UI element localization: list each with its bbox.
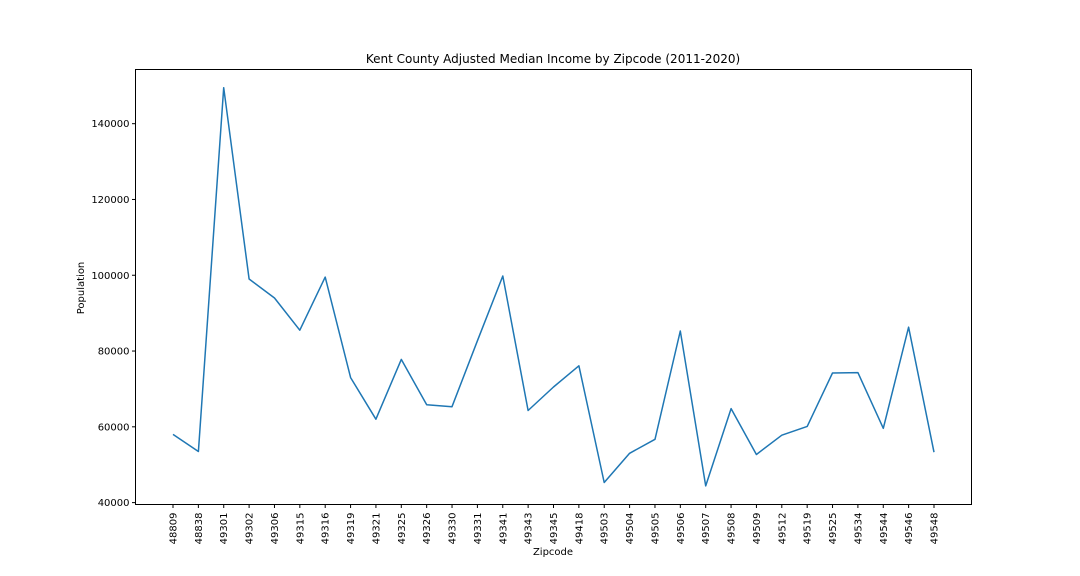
x-tick-label: 49326 (422, 513, 433, 545)
plot-area: 40000 60000 80000 100000 120000 140000 48809 48… (91, 86, 941, 545)
x-tick-label: 49544 (879, 513, 890, 545)
chart-title: Kent County Adjusted Median Income by Zi… (366, 52, 740, 66)
x-tick-label: 49319 (346, 513, 357, 545)
x-axis-label: Zipcode (533, 547, 573, 558)
x-tick-label: 49325 (397, 513, 408, 545)
x-tick-label: 49525 (828, 513, 839, 545)
y-tick-label: 80000 (98, 347, 130, 358)
x-tick-label: 49345 (549, 513, 560, 545)
y-tick-label: 100000 (91, 271, 129, 282)
x-tick-label: 49306 (270, 513, 281, 545)
x-tick-label: 49504 (625, 513, 636, 545)
x-tick-label: 49331 (473, 513, 484, 545)
x-tick-label: 49315 (295, 513, 306, 545)
x-tick-label: 49507 (701, 513, 712, 545)
x-tick-label: 49418 (574, 513, 585, 545)
y-tick-label: 40000 (98, 498, 130, 509)
x-tick-label: 49509 (752, 513, 763, 545)
series-line (172, 86, 935, 487)
x-tick-label: 49506 (676, 513, 687, 545)
x-tick-label: 49316 (321, 513, 332, 545)
axes-frame (135, 69, 972, 505)
x-tick-label: 49519 (803, 513, 814, 545)
y-axis-label: Population (76, 262, 87, 315)
x-tick-label: 48838 (194, 513, 205, 545)
y-tick-label: 60000 (98, 422, 130, 433)
x-tick-label: 49534 (853, 513, 864, 545)
x-tick-label: 49302 (245, 513, 256, 545)
x-tick-label: 49548 (930, 513, 941, 545)
x-tick-label: 49301 (219, 513, 230, 545)
x-tick-label: 49546 (904, 513, 915, 545)
x-tick-label: 49321 (371, 513, 382, 545)
y-tick-label: 140000 (91, 119, 129, 130)
x-tick-label: 49508 (727, 513, 738, 545)
x-tick-label: 48809 (169, 513, 180, 545)
x-tick-label: 49343 (524, 513, 535, 545)
x-tick-label: 49503 (600, 513, 611, 545)
y-tick-label: 120000 (91, 195, 129, 206)
x-tick-label: 49330 (448, 513, 459, 545)
x-tick-label: 49512 (777, 513, 788, 545)
x-tick-label: 49341 (498, 513, 509, 545)
x-tick-label: 49505 (650, 513, 661, 545)
